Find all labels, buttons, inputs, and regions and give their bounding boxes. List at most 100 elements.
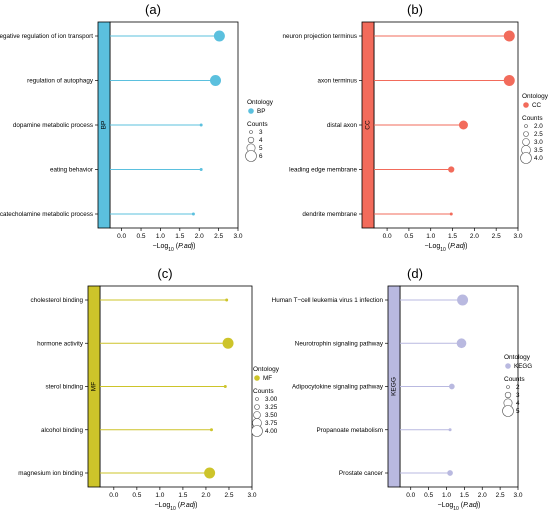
legend-count-circle [504, 391, 512, 399]
y-tick-label: distal axon [327, 122, 358, 129]
y-tick-label: Propanoate metabolism [316, 427, 383, 434]
x-tick-label: 1.5 [460, 492, 469, 499]
x-tick-label: 2.5 [214, 233, 223, 240]
x-tick-label: 0.5 [137, 233, 146, 240]
x-tick-label: 3.0 [247, 492, 256, 499]
legend-ontology-title: Ontology [522, 93, 549, 100]
legend-count-label: 3.50 [265, 412, 278, 419]
lollipop-point [222, 337, 234, 349]
legend-count-circle [245, 150, 257, 162]
lollipop-point [209, 428, 213, 432]
legend-count-label: 4.0 [534, 155, 543, 162]
legend-count-circle [251, 425, 263, 437]
legend-count-label: 5 [259, 145, 263, 152]
legend-ontology-swatch [523, 102, 529, 108]
y-tick-label: alcohol binding [41, 427, 84, 434]
legend-count-label: 4 [516, 400, 520, 407]
x-tick-label: 2.5 [492, 233, 501, 240]
legend-count-label: 3.00 [265, 396, 278, 403]
y-tick-label: Neurotrophin signaling pathway [295, 340, 384, 347]
lollipop-point [213, 30, 225, 42]
facet-strip-label: MF [91, 382, 98, 391]
legend-count-label: 3.0 [534, 139, 543, 146]
legend-counts-title: Counts [253, 388, 274, 395]
y-tick-label: negative regulation of ion transport [0, 33, 93, 40]
x-axis-label: −Log10 (P.adj) [152, 243, 195, 253]
facet-strip-label: BP [101, 121, 108, 130]
legend-ontology-label: MF [263, 375, 272, 382]
x-tick-label: 1.0 [156, 233, 165, 240]
legend-ontology-label: CC [532, 102, 542, 109]
legend-count-label: 4.00 [265, 428, 278, 435]
y-tick-label: dendrite membrane [302, 211, 357, 218]
panel-label: (c) [157, 266, 172, 281]
legend-count-circle [524, 124, 528, 128]
x-tick-label: 2.5 [224, 492, 233, 499]
lollipop-point [503, 75, 515, 86]
legend-count-circle [255, 397, 259, 401]
panel-bp: (a) BP negative regulation of ion transpor… [0, 2, 274, 253]
x-tick-label: 0.0 [406, 492, 415, 499]
y-tick-label: Human T−cell leukemia virus 1 infection [272, 297, 384, 304]
x-tick-label: 0.0 [383, 233, 392, 240]
lollipop-point [449, 212, 453, 216]
lollipop-point [210, 75, 222, 86]
x-tick-label: 1.0 [155, 492, 164, 499]
legend-count-circle [523, 131, 529, 137]
lollipop-point [199, 168, 203, 171]
x-tick-label: 2.0 [201, 492, 210, 499]
x-tick-label: 3.0 [513, 233, 522, 240]
x-tick-label: 3.0 [233, 233, 242, 240]
y-tick-label: leading edge membrane [289, 167, 357, 174]
panel-label: (d) [407, 266, 423, 281]
legend-ontology-swatch [505, 363, 511, 369]
panel-label: (a) [145, 2, 161, 17]
x-axis-label: −Log10 (P.adj) [437, 502, 480, 512]
x-tick-label: 2.0 [478, 492, 487, 499]
x-tick-label: 0.5 [424, 492, 433, 499]
x-tick-label: 0.0 [109, 492, 118, 499]
lollipop-point [457, 294, 469, 306]
x-tick-label: 1.0 [426, 233, 435, 240]
panel-mf: (c) MF cholesterol binding hormone activity… [18, 266, 280, 512]
x-tick-label: 2.5 [496, 492, 505, 499]
x-tick-label: 1.5 [448, 233, 457, 240]
x-tick-label: 1.0 [442, 492, 451, 499]
x-tick-label: 1.5 [178, 492, 187, 499]
y-tick-label: hormone activity [37, 340, 84, 347]
lollipop-point [223, 385, 227, 388]
legend-ontology-title: Ontology [253, 366, 280, 373]
legend-count-label: 5 [516, 408, 520, 415]
panel-cc: (b) CC neuron projection terminus axon term… [282, 2, 548, 253]
lollipop-point [225, 298, 229, 302]
x-tick-label: 1.5 [175, 233, 184, 240]
y-tick-label: Adipocytokine signaling pathway [292, 384, 384, 391]
x-tick-label: 2.0 [470, 233, 479, 240]
lollipop-point [456, 338, 467, 349]
facet-strip-label: KEGG [391, 377, 398, 396]
y-tick-label: cholesterol binding [30, 297, 83, 304]
lollipop-point [448, 428, 452, 432]
x-tick-label: 3.0 [513, 492, 522, 499]
legend-count-circle [254, 404, 260, 410]
y-tick-label: catecholamine metabolic process [0, 211, 93, 218]
legend-count-circle [522, 138, 530, 146]
y-tick-label: magnesium ion binding [18, 470, 83, 477]
legend-counts-title: Counts [247, 121, 268, 128]
x-tick-label: 0.0 [117, 233, 126, 240]
legend-count-label: 3 [516, 392, 520, 399]
y-tick-label: Prostate cancer [339, 470, 383, 477]
legend-count-label: 6 [259, 153, 263, 160]
x-axis-label: −Log10 (P.adj) [154, 502, 197, 512]
lollipop-point [503, 30, 515, 42]
legend-count-circle [506, 385, 510, 389]
legend-count-label: 3.5 [534, 147, 543, 154]
legend-count-circle [249, 130, 253, 134]
lollipop-point [448, 166, 455, 173]
legend-ontology-title: Ontology [247, 99, 274, 106]
legend-count-circle [520, 152, 532, 164]
x-tick-label: 0.5 [404, 233, 413, 240]
lollipop-point [458, 120, 468, 130]
y-tick-label: regulation of autophagy [27, 78, 94, 85]
